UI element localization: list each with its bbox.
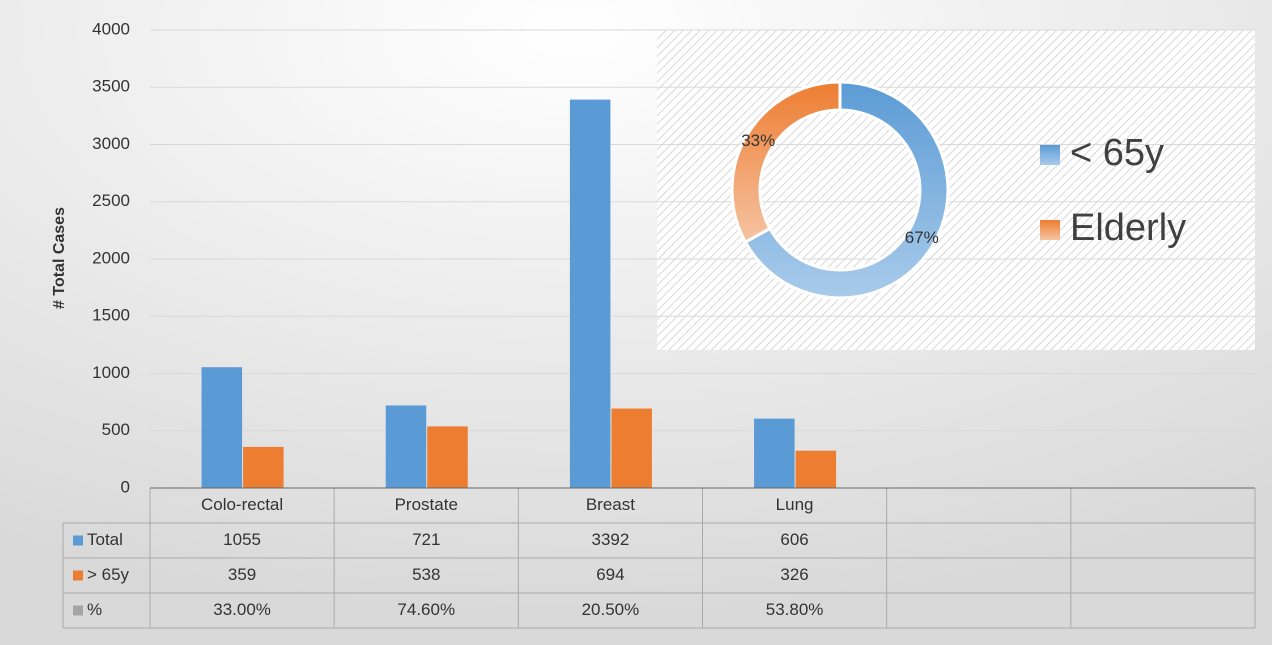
- table-cell: 53.80%: [766, 600, 824, 619]
- y-tick-label: 2000: [92, 248, 130, 267]
- data-label: 33%: [741, 131, 775, 150]
- legend-key: [73, 535, 83, 546]
- legend-key: [73, 570, 83, 581]
- y-tick-label: 3500: [92, 77, 130, 96]
- y-tick-label: 4000: [92, 19, 130, 38]
- table-cell: 74.60%: [397, 600, 455, 619]
- legend-label: < 65y: [1070, 132, 1164, 174]
- bar: [201, 367, 243, 488]
- bar: [611, 408, 652, 488]
- y-tick-label: 2500: [92, 191, 130, 210]
- x-tick-label: Breast: [586, 495, 635, 514]
- x-tick-label: Colo-rectal: [201, 495, 283, 514]
- y-tick-label: 3000: [92, 134, 130, 153]
- legend-label: > 65y: [87, 565, 130, 584]
- table-cell: 20.50%: [582, 600, 640, 619]
- bar: [385, 405, 427, 488]
- y-tick-label: 1000: [92, 363, 130, 382]
- donut-slice: [730, 80, 842, 245]
- legend-label: Total: [87, 530, 123, 549]
- bar: [795, 450, 837, 488]
- bar: [754, 418, 795, 488]
- legend-label: %: [87, 600, 102, 619]
- table-cell: 326: [780, 565, 808, 584]
- y-tick-label: 500: [102, 420, 130, 439]
- legend-key: [1040, 145, 1060, 165]
- y-tick-label: 1500: [92, 306, 130, 325]
- donut-slice: [743, 80, 950, 300]
- bar: [243, 446, 284, 488]
- bar: [427, 426, 468, 488]
- table-cell: 721: [412, 530, 440, 549]
- y-axis-label: # Total Cases: [51, 207, 68, 309]
- table-cell: 538: [412, 565, 440, 584]
- x-tick-label: Lung: [776, 495, 814, 514]
- legend-key: [73, 605, 83, 616]
- table-cell: 33.00%: [213, 600, 271, 619]
- y-tick-label: 0: [121, 477, 130, 496]
- table-cell: 3392: [592, 530, 630, 549]
- table-cell: 606: [780, 530, 808, 549]
- legend-label: Elderly: [1070, 207, 1186, 249]
- table-cell: 694: [596, 565, 624, 584]
- legend-key: [1040, 220, 1060, 240]
- data-label: 67%: [905, 228, 939, 247]
- table-cell: 359: [228, 565, 256, 584]
- x-tick-label: Prostate: [395, 495, 458, 514]
- table-cell: 1055: [223, 530, 261, 549]
- bar: [569, 99, 611, 488]
